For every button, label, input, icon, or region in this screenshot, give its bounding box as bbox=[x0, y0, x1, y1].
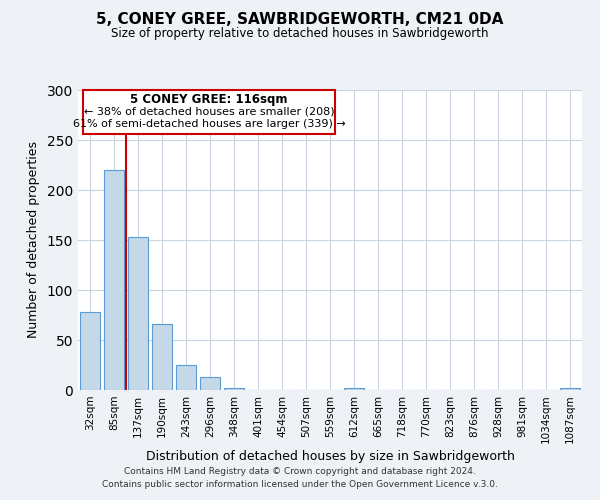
Text: 5, CONEY GREE, SAWBRIDGEWORTH, CM21 0DA: 5, CONEY GREE, SAWBRIDGEWORTH, CM21 0DA bbox=[97, 12, 503, 28]
Text: 5 CONEY GREE: 116sqm: 5 CONEY GREE: 116sqm bbox=[130, 93, 288, 106]
FancyBboxPatch shape bbox=[83, 90, 335, 134]
Text: Contains HM Land Registry data © Crown copyright and database right 2024.: Contains HM Land Registry data © Crown c… bbox=[124, 467, 476, 476]
Bar bbox=[176, 365, 196, 390]
X-axis label: Distribution of detached houses by size in Sawbridgeworth: Distribution of detached houses by size … bbox=[146, 450, 514, 464]
Bar bbox=[344, 388, 364, 390]
Bar bbox=[80, 312, 100, 390]
Bar bbox=[560, 388, 580, 390]
Bar bbox=[152, 324, 172, 390]
Y-axis label: Number of detached properties: Number of detached properties bbox=[27, 142, 40, 338]
Bar bbox=[128, 237, 148, 390]
Text: Contains public sector information licensed under the Open Government Licence v.: Contains public sector information licen… bbox=[102, 480, 498, 489]
Bar bbox=[200, 377, 220, 390]
Text: ← 38% of detached houses are smaller (208): ← 38% of detached houses are smaller (20… bbox=[84, 106, 334, 117]
Text: Size of property relative to detached houses in Sawbridgeworth: Size of property relative to detached ho… bbox=[111, 28, 489, 40]
Bar bbox=[224, 388, 244, 390]
Bar bbox=[104, 170, 124, 390]
Text: 61% of semi-detached houses are larger (339) →: 61% of semi-detached houses are larger (… bbox=[73, 120, 346, 130]
